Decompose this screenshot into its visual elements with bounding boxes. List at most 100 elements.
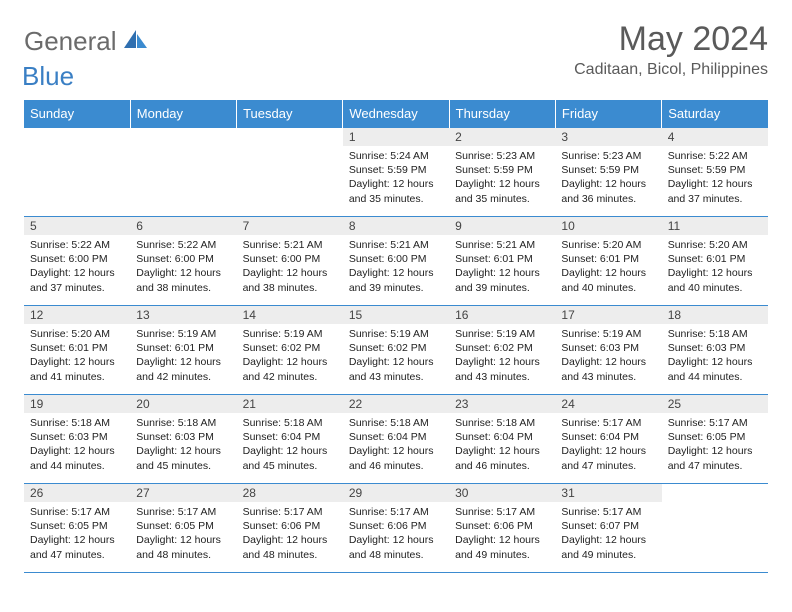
- day-number: 15: [343, 306, 449, 324]
- calendar-day-cell: 9Sunrise: 5:21 AMSunset: 6:01 PMDaylight…: [449, 217, 555, 306]
- day-number: 16: [449, 306, 555, 324]
- day-number: 25: [662, 395, 768, 413]
- calendar-day-cell: 4Sunrise: 5:22 AMSunset: 5:59 PMDaylight…: [662, 128, 768, 217]
- day-details: Sunrise: 5:18 AMSunset: 6:03 PMDaylight:…: [24, 413, 130, 477]
- day-number: 17: [555, 306, 661, 324]
- day-number: 5: [24, 217, 130, 235]
- calendar-day-cell: 11Sunrise: 5:20 AMSunset: 6:01 PMDayligh…: [662, 217, 768, 306]
- day-number: 18: [662, 306, 768, 324]
- day-details: Sunrise: 5:20 AMSunset: 6:01 PMDaylight:…: [555, 235, 661, 299]
- day-details: Sunrise: 5:20 AMSunset: 6:01 PMDaylight:…: [662, 235, 768, 299]
- calendar-day-cell: 10Sunrise: 5:20 AMSunset: 6:01 PMDayligh…: [555, 217, 661, 306]
- calendar-day-cell: 27Sunrise: 5:17 AMSunset: 6:05 PMDayligh…: [130, 484, 236, 573]
- calendar-day-cell: 21Sunrise: 5:18 AMSunset: 6:04 PMDayligh…: [237, 395, 343, 484]
- day-number: 31: [555, 484, 661, 502]
- day-details: Sunrise: 5:24 AMSunset: 5:59 PMDaylight:…: [343, 146, 449, 210]
- calendar-day-cell: 23Sunrise: 5:18 AMSunset: 6:04 PMDayligh…: [449, 395, 555, 484]
- day-details: Sunrise: 5:17 AMSunset: 6:05 PMDaylight:…: [662, 413, 768, 477]
- calendar-day-cell: 7Sunrise: 5:21 AMSunset: 6:00 PMDaylight…: [237, 217, 343, 306]
- day-number: 3: [555, 128, 661, 146]
- day-details: Sunrise: 5:21 AMSunset: 6:01 PMDaylight:…: [449, 235, 555, 299]
- day-details: Sunrise: 5:22 AMSunset: 6:00 PMDaylight:…: [24, 235, 130, 299]
- day-number: 11: [662, 217, 768, 235]
- calendar-day-cell: 6Sunrise: 5:22 AMSunset: 6:00 PMDaylight…: [130, 217, 236, 306]
- day-details: Sunrise: 5:17 AMSunset: 6:06 PMDaylight:…: [237, 502, 343, 566]
- calendar-day-cell: 2Sunrise: 5:23 AMSunset: 5:59 PMDaylight…: [449, 128, 555, 217]
- weekday-header: Wednesday: [343, 100, 449, 128]
- day-number: 14: [237, 306, 343, 324]
- day-number: [662, 484, 768, 502]
- calendar-day-cell: 12Sunrise: 5:20 AMSunset: 6:01 PMDayligh…: [24, 306, 130, 395]
- calendar-day-cell: 30Sunrise: 5:17 AMSunset: 6:06 PMDayligh…: [449, 484, 555, 573]
- day-number: 7: [237, 217, 343, 235]
- calendar-day-cell: 14Sunrise: 5:19 AMSunset: 6:02 PMDayligh…: [237, 306, 343, 395]
- calendar-week-row: 26Sunrise: 5:17 AMSunset: 6:05 PMDayligh…: [24, 484, 768, 573]
- calendar-day-cell: 18Sunrise: 5:18 AMSunset: 6:03 PMDayligh…: [662, 306, 768, 395]
- calendar-day-cell: 3Sunrise: 5:23 AMSunset: 5:59 PMDaylight…: [555, 128, 661, 217]
- day-number: 20: [130, 395, 236, 413]
- calendar-day-cell: 13Sunrise: 5:19 AMSunset: 6:01 PMDayligh…: [130, 306, 236, 395]
- day-number: 12: [24, 306, 130, 324]
- day-details: Sunrise: 5:18 AMSunset: 6:04 PMDaylight:…: [449, 413, 555, 477]
- day-number: [24, 128, 130, 146]
- day-number: [237, 128, 343, 146]
- calendar-day-cell: 1Sunrise: 5:24 AMSunset: 5:59 PMDaylight…: [343, 128, 449, 217]
- calendar-week-row: 1Sunrise: 5:24 AMSunset: 5:59 PMDaylight…: [24, 128, 768, 217]
- calendar-header-row: SundayMondayTuesdayWednesdayThursdayFrid…: [24, 100, 768, 128]
- day-number: 24: [555, 395, 661, 413]
- calendar-day-cell: 29Sunrise: 5:17 AMSunset: 6:06 PMDayligh…: [343, 484, 449, 573]
- day-number: 10: [555, 217, 661, 235]
- day-number: 26: [24, 484, 130, 502]
- weekday-header: Tuesday: [237, 100, 343, 128]
- day-details: Sunrise: 5:17 AMSunset: 6:05 PMDaylight:…: [24, 502, 130, 566]
- weekday-header: Sunday: [24, 100, 130, 128]
- day-details: Sunrise: 5:19 AMSunset: 6:01 PMDaylight:…: [130, 324, 236, 388]
- day-details: Sunrise: 5:19 AMSunset: 6:02 PMDaylight:…: [449, 324, 555, 388]
- day-details: Sunrise: 5:18 AMSunset: 6:04 PMDaylight:…: [237, 413, 343, 477]
- calendar-day-cell: 19Sunrise: 5:18 AMSunset: 6:03 PMDayligh…: [24, 395, 130, 484]
- day-number: 9: [449, 217, 555, 235]
- calendar-day-cell: 16Sunrise: 5:19 AMSunset: 6:02 PMDayligh…: [449, 306, 555, 395]
- day-number: [130, 128, 236, 146]
- calendar-day-cell: 5Sunrise: 5:22 AMSunset: 6:00 PMDaylight…: [24, 217, 130, 306]
- day-number: 8: [343, 217, 449, 235]
- logo-text-blue: Blue: [22, 61, 74, 92]
- day-number: 30: [449, 484, 555, 502]
- logo-sail-icon: [123, 28, 149, 55]
- calendar-day-cell: 31Sunrise: 5:17 AMSunset: 6:07 PMDayligh…: [555, 484, 661, 573]
- day-details: Sunrise: 5:17 AMSunset: 6:05 PMDaylight:…: [130, 502, 236, 566]
- calendar-day-cell: 15Sunrise: 5:19 AMSunset: 6:02 PMDayligh…: [343, 306, 449, 395]
- day-details: Sunrise: 5:23 AMSunset: 5:59 PMDaylight:…: [555, 146, 661, 210]
- day-details: Sunrise: 5:23 AMSunset: 5:59 PMDaylight:…: [449, 146, 555, 210]
- weekday-header: Monday: [130, 100, 236, 128]
- day-number: 28: [237, 484, 343, 502]
- weekday-header: Saturday: [662, 100, 768, 128]
- calendar-week-row: 19Sunrise: 5:18 AMSunset: 6:03 PMDayligh…: [24, 395, 768, 484]
- day-details: Sunrise: 5:22 AMSunset: 5:59 PMDaylight:…: [662, 146, 768, 210]
- calendar-day-cell: 17Sunrise: 5:19 AMSunset: 6:03 PMDayligh…: [555, 306, 661, 395]
- day-number: 19: [24, 395, 130, 413]
- calendar-day-cell: 26Sunrise: 5:17 AMSunset: 6:05 PMDayligh…: [24, 484, 130, 573]
- calendar-day-cell: 8Sunrise: 5:21 AMSunset: 6:00 PMDaylight…: [343, 217, 449, 306]
- location: Caditaan, Bicol, Philippines: [574, 61, 768, 79]
- day-number: 23: [449, 395, 555, 413]
- day-details: Sunrise: 5:21 AMSunset: 6:00 PMDaylight:…: [343, 235, 449, 299]
- calendar-day-cell: 28Sunrise: 5:17 AMSunset: 6:06 PMDayligh…: [237, 484, 343, 573]
- calendar-day-cell: 25Sunrise: 5:17 AMSunset: 6:05 PMDayligh…: [662, 395, 768, 484]
- month-title: May 2024: [574, 20, 768, 59]
- day-details: Sunrise: 5:19 AMSunset: 6:03 PMDaylight:…: [555, 324, 661, 388]
- calendar-day-cell: 20Sunrise: 5:18 AMSunset: 6:03 PMDayligh…: [130, 395, 236, 484]
- logo: General: [24, 26, 151, 57]
- calendar-day-cell: [662, 484, 768, 573]
- day-number: 6: [130, 217, 236, 235]
- weekday-header: Friday: [555, 100, 661, 128]
- day-number: 13: [130, 306, 236, 324]
- day-number: 4: [662, 128, 768, 146]
- day-details: Sunrise: 5:17 AMSunset: 6:07 PMDaylight:…: [555, 502, 661, 566]
- day-details: Sunrise: 5:18 AMSunset: 6:03 PMDaylight:…: [662, 324, 768, 388]
- day-details: Sunrise: 5:20 AMSunset: 6:01 PMDaylight:…: [24, 324, 130, 388]
- day-details: Sunrise: 5:19 AMSunset: 6:02 PMDaylight:…: [237, 324, 343, 388]
- day-details: Sunrise: 5:17 AMSunset: 6:06 PMDaylight:…: [343, 502, 449, 566]
- day-details: Sunrise: 5:21 AMSunset: 6:00 PMDaylight:…: [237, 235, 343, 299]
- calendar-day-cell: [237, 128, 343, 217]
